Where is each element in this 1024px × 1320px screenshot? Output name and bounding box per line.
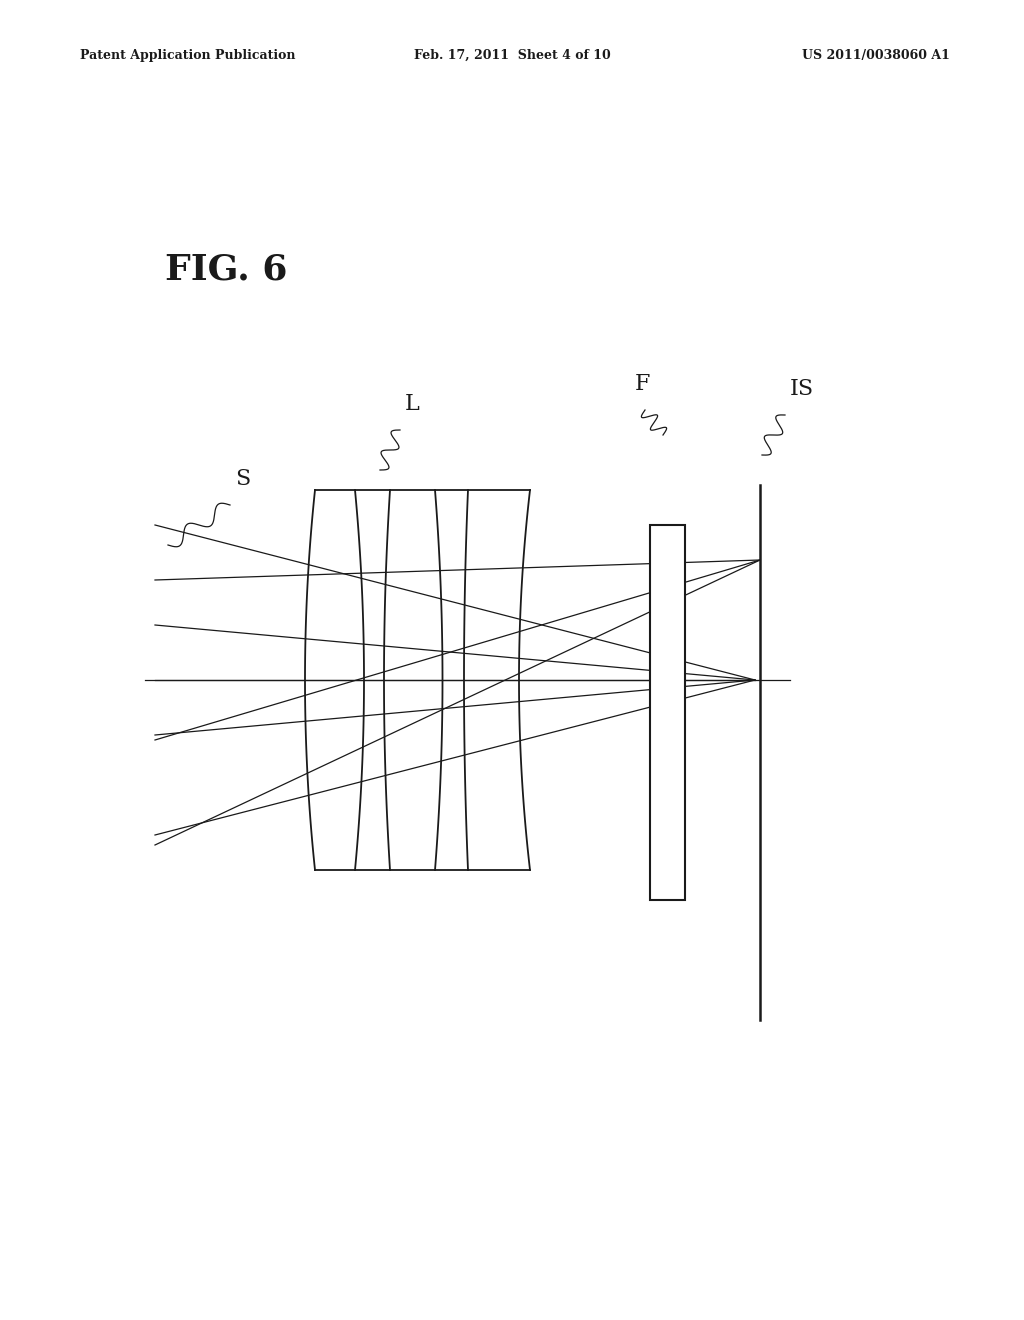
Text: US 2011/0038060 A1: US 2011/0038060 A1	[802, 49, 950, 62]
Text: FIG. 6: FIG. 6	[165, 253, 288, 286]
Text: S: S	[234, 469, 250, 490]
Text: Patent Application Publication: Patent Application Publication	[80, 49, 296, 62]
Text: IS: IS	[790, 378, 814, 400]
Bar	[650, 525, 685, 900]
Text: Feb. 17, 2011  Sheet 4 of 10: Feb. 17, 2011 Sheet 4 of 10	[414, 49, 610, 62]
Text: F: F	[635, 374, 650, 395]
Text: L: L	[406, 393, 420, 414]
